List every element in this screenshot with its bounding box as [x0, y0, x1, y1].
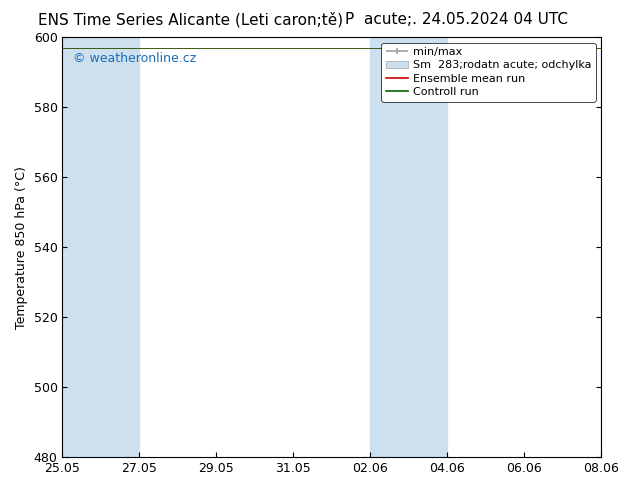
Legend: min/max, Sm  283;rodatn acute; odchylka, Ensemble mean run, Controll run: min/max, Sm 283;rodatn acute; odchylka, … [382, 43, 595, 101]
Text: P  acute;. 24.05.2024 04 UTC: P acute;. 24.05.2024 04 UTC [345, 12, 568, 27]
Bar [370, 37, 447, 457]
Bar [62, 37, 139, 457]
Text: ENS Time Series Alicante (Leti caron;tě): ENS Time Series Alicante (Leti caron;tě) [37, 12, 343, 28]
Text: © weatheronline.cz: © weatheronline.cz [73, 52, 197, 65]
Bar [601, 37, 620, 457]
Y-axis label: Temperature 850 hPa (°C): Temperature 850 hPa (°C) [15, 166, 28, 329]
